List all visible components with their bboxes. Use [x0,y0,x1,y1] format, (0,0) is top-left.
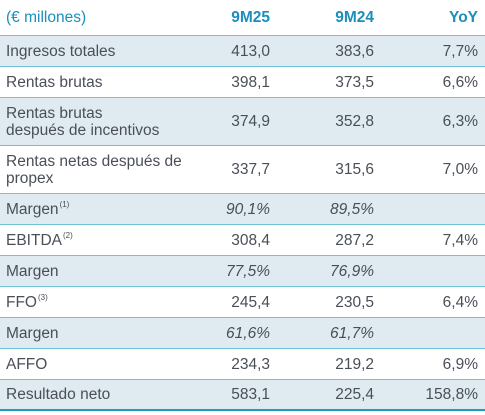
header-9m25: 9M25 [231,9,270,26]
row-label: Ingresos totales [6,42,116,60]
row-value-9m25: 61,6% [226,324,270,342]
table-header: (€ millones) 9M25 9M24 YoY [0,0,485,36]
table-row: Margen 61,6% 61,7% [0,318,485,349]
row-value-9m24: 89,5% [330,200,374,218]
row-label: Resultado neto [6,386,111,403]
row-label: Rentas brutas después de incentivos [6,104,160,139]
row-value-9m25: 234,3 [231,355,270,373]
row-value-yoy: 6,4% [442,293,478,311]
table-row: FFO(3) 245,4 230,5 6,4% [0,287,485,318]
row-value-9m25: 374,9 [231,113,270,130]
footnote-marker: (1) [59,199,70,209]
row-value-yoy: 7,0% [442,161,478,178]
row-value-9m24: 219,2 [335,355,374,373]
table-row: Margen(1) 90,1% 89,5% [0,194,485,225]
row-value-9m25: 90,1% [226,200,270,218]
row-value-9m25: 398,1 [231,73,270,91]
row-label: FFO(3) [6,292,48,311]
row-label: Rentas brutas [6,73,103,91]
row-label: Margen [6,324,59,342]
row-value-yoy: 7,4% [442,231,478,249]
row-value-9m24: 373,5 [335,73,374,91]
row-value-9m25: 337,7 [231,161,270,178]
footnote-marker: (2) [62,230,73,240]
row-value-9m24: 383,6 [335,42,374,60]
row-label: Margen(1) [6,199,70,218]
row-label: Margen [6,262,59,280]
header-yoy: YoY [449,9,478,26]
row-value-9m24: 225,4 [335,386,374,403]
table-row: Rentas netas después de propex 337,7 315… [0,146,485,194]
row-value-yoy: 158,8% [425,386,478,403]
table-row: Rentas brutas 398,1 373,5 6,6% [0,67,485,98]
row-value-9m25: 413,0 [231,42,270,60]
row-value-9m25: 245,4 [231,293,270,311]
row-value-9m24: 287,2 [335,231,374,249]
row-value-9m24: 230,5 [335,293,374,311]
row-value-9m25: 583,1 [231,386,270,403]
table-row: Resultado neto 583,1 225,4 158,8% [0,380,485,411]
row-value-yoy: 6,3% [442,113,478,130]
table-row: Ingresos totales 413,0 383,6 7,7% [0,36,485,67]
footnote-marker: (3) [38,292,48,302]
table-row: Rentas brutas después de incentivos 374,… [0,98,485,146]
table-row: EBITDA(2) 308,4 287,2 7,4% [0,225,485,256]
row-value-9m24: 76,9% [330,262,374,280]
row-value-9m24: 61,7% [330,324,374,342]
row-value-yoy: 7,7% [442,42,478,60]
row-value-yoy: 6,6% [442,73,478,91]
header-9m24: 9M24 [335,9,374,26]
row-value-9m25: 77,5% [226,262,270,280]
row-label: AFFO [6,355,48,373]
row-value-9m24: 315,6 [335,161,374,178]
row-value-9m24: 352,8 [335,113,374,130]
table-row: AFFO 234,3 219,2 6,9% [0,349,485,380]
row-value-9m25: 308,4 [231,231,270,249]
table-row: Margen 77,5% 76,9% [0,256,485,287]
header-units-label: (€ millones) [6,9,87,26]
row-label: Rentas netas después de propex [6,152,182,187]
row-value-yoy: 6,9% [442,355,478,373]
row-label: EBITDA(2) [6,230,73,249]
